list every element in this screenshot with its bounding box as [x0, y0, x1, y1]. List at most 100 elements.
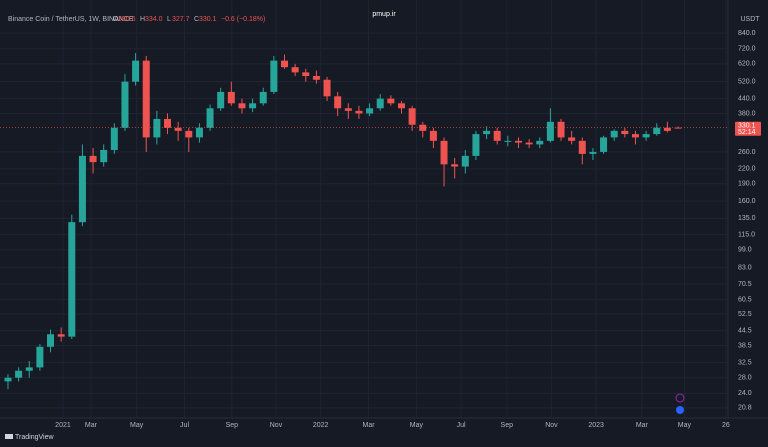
- candle-body: [610, 130, 618, 138]
- candle-body: [536, 140, 544, 145]
- y-tick-label: 620.0: [738, 61, 756, 68]
- candle-body: [4, 377, 12, 382]
- x-tick-label: Mar: [362, 422, 375, 429]
- x-tick-label: 2023: [588, 422, 604, 429]
- candle-body: [546, 121, 554, 141]
- y-tick-label: 220.0: [738, 166, 756, 173]
- candle-body: [578, 140, 586, 154]
- last-price: 330.1: [738, 123, 756, 130]
- x-tick-label: Jul: [457, 422, 466, 429]
- y-tick-label: 38.5: [738, 342, 752, 349]
- candle-body: [238, 103, 246, 109]
- grid: [0, 0, 728, 417]
- candle-body: [89, 155, 97, 163]
- ohlc-label: L: [167, 16, 171, 23]
- candle-body: [355, 110, 363, 114]
- candle-body: [387, 98, 395, 104]
- candle-body: [270, 60, 278, 92]
- ohlc-header: O 330.6 H 334.0 L 327.7 C 330.1 −0.6 (−0.18%): [113, 16, 265, 23]
- candle-body: [132, 60, 140, 82]
- x-tick-label: Nov: [270, 422, 283, 429]
- event-icon[interactable]: [675, 393, 685, 403]
- candle-body: [568, 137, 576, 141]
- candle-body: [397, 103, 405, 109]
- last-price-tag: [735, 121, 761, 136]
- y-tick-label: 720.0: [738, 46, 756, 53]
- currency: USDT: [740, 16, 760, 23]
- x-tick-label: Nov: [545, 422, 558, 429]
- x-tick-label: May: [130, 422, 144, 429]
- y-tick-label: 160.0: [738, 198, 756, 205]
- y-tick-label: 260.0: [738, 149, 756, 156]
- y-tick-label: 840.0: [738, 30, 756, 37]
- candle-body: [663, 127, 671, 131]
- candle-body: [631, 134, 639, 138]
- candle-body: [164, 118, 172, 128]
- candle-body: [323, 79, 331, 97]
- y-tick-label: 20.8: [738, 405, 752, 412]
- candle-body: [249, 103, 257, 109]
- candle-body: [674, 127, 682, 129]
- candle-body: [78, 155, 86, 223]
- candle-body: [142, 60, 150, 138]
- candle-body: [153, 118, 161, 138]
- ohlc-value: 327.7: [172, 16, 190, 23]
- watermark: pmup.ir: [372, 11, 396, 18]
- y-tick-label: 520.0: [738, 79, 756, 86]
- x-tick-label: 2022: [313, 422, 329, 429]
- ohlc-value: 330.1: [199, 16, 217, 23]
- candle-body: [504, 140, 512, 142]
- x-tick-label: Mar: [85, 422, 98, 429]
- candle-body: [429, 130, 437, 141]
- x-tick-label: Mar: [636, 422, 649, 429]
- candle-body: [334, 96, 342, 109]
- candle-body: [259, 91, 267, 104]
- candle-body: [217, 91, 225, 109]
- candle-body: [227, 91, 235, 104]
- y-tick-label: 440.0: [738, 95, 756, 102]
- y-tick-label: 135.0: [738, 215, 756, 222]
- x-tick-label: May: [410, 422, 424, 429]
- candle-body: [557, 121, 565, 138]
- change: −0.6 (−0.18%): [221, 16, 265, 23]
- candle-body: [68, 222, 76, 337]
- candle-body: [121, 81, 129, 128]
- candle-body: [206, 108, 214, 128]
- y-tick-label: 380.0: [738, 110, 756, 117]
- x-tick-label: Sep: [501, 422, 514, 429]
- chart-title: Binance Coin / TetherUS, 1W, BINANCE: [8, 16, 134, 23]
- candle-body: [15, 370, 23, 378]
- candle-body: [461, 155, 469, 167]
- ohlc-label: H: [140, 16, 145, 23]
- y-tick-label: 83.0: [738, 264, 752, 271]
- candle-body: [621, 130, 629, 135]
- candle-body: [174, 127, 182, 131]
- y-tick-label: 28.0: [738, 375, 752, 382]
- y-tick-label: 190.0: [738, 181, 756, 188]
- candle-body: [36, 346, 44, 368]
- x-tick-label: May: [678, 422, 692, 429]
- y-tick-label: 24.0: [738, 390, 752, 397]
- brand: TradingView: [15, 434, 54, 441]
- x-tick-label: 2021: [55, 422, 71, 429]
- candle-body: [483, 130, 491, 135]
- candle-body: [589, 151, 597, 154]
- candle-body: [195, 127, 203, 138]
- logo-icon: [5, 434, 13, 439]
- candle-body: [291, 67, 299, 73]
- ohlc-label: O: [113, 16, 119, 23]
- candle-body: [514, 140, 522, 143]
- countdown: 52:14: [738, 129, 756, 136]
- flag-icon[interactable]: [676, 406, 684, 414]
- candle-body: [185, 130, 193, 138]
- candle-body: [525, 142, 533, 145]
- y-tick-label: 60.5: [738, 296, 752, 303]
- candle-body: [376, 98, 384, 109]
- candles: [4, 53, 682, 390]
- y-tick-label: 99.0: [738, 247, 752, 254]
- ohlc-value: 330.6: [118, 16, 136, 23]
- y-tick-label: 70.5: [738, 281, 752, 288]
- candle-body: [600, 137, 608, 152]
